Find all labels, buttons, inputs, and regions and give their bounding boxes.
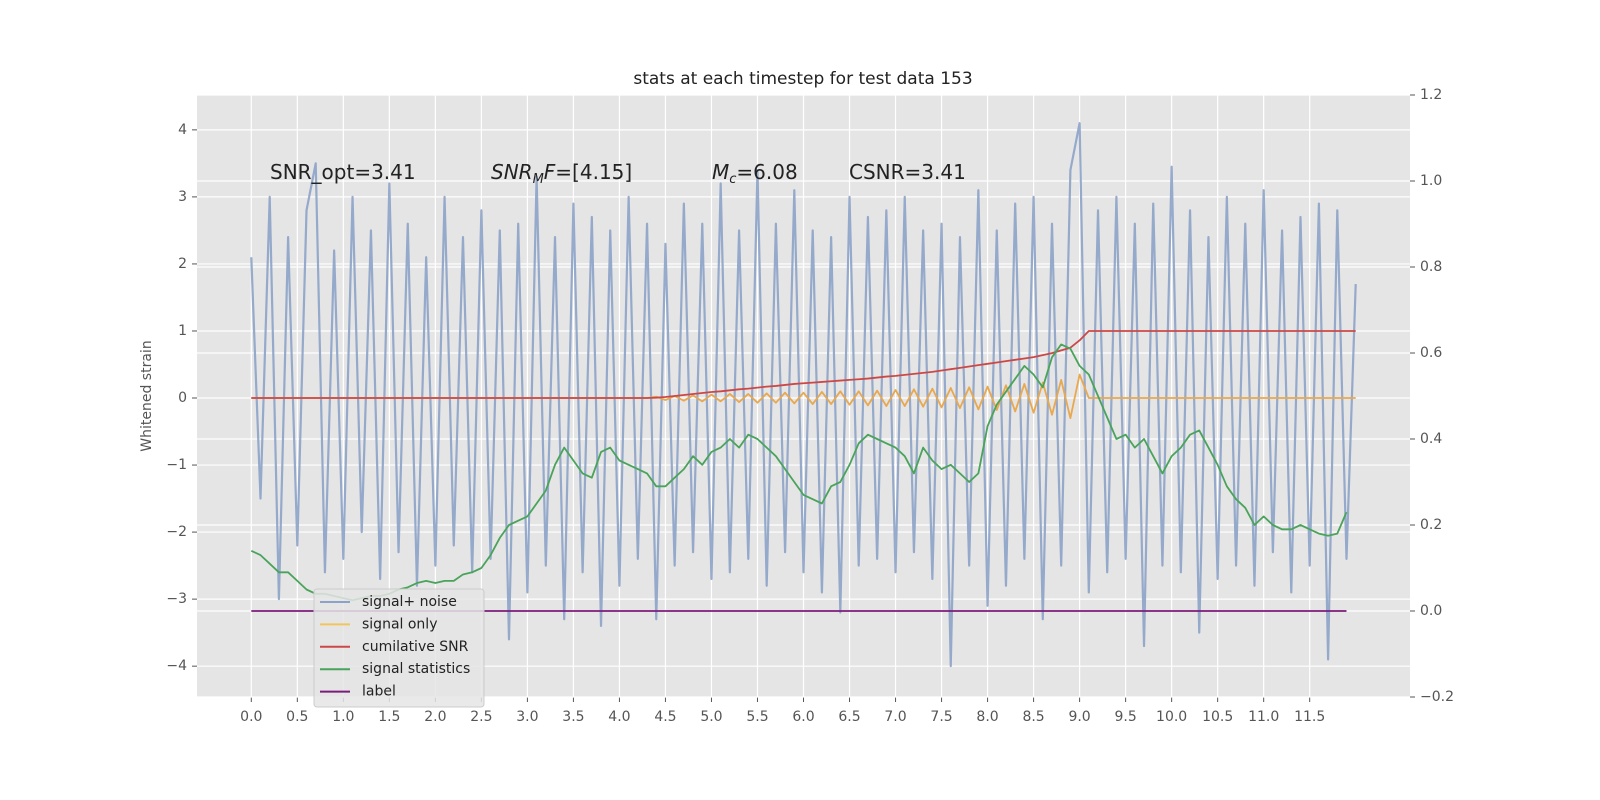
y-tick-label: 0 (178, 390, 187, 406)
y-tick-label: −2 (166, 524, 187, 540)
annotation-part: M (712, 160, 729, 184)
series-line (250, 122, 1357, 668)
annotation-part: =6.08 (736, 160, 797, 184)
x-tick-label: 9.5 (1114, 709, 1136, 725)
annotation-part: M (533, 172, 544, 187)
x-tick-label: 5.0 (700, 709, 722, 725)
x-tick-label: 6.5 (838, 709, 860, 725)
y-tick-label: −1 (166, 457, 187, 473)
annotation-part: CSNR=3.41 (849, 160, 966, 184)
y-tick-label: 1 (178, 323, 187, 339)
annotation: CSNR=3.41 (849, 160, 966, 184)
annotation-part: SNR (491, 160, 533, 184)
legend-label: signal statistics (362, 661, 470, 677)
annotation: SNR_opt=3.41 (270, 160, 416, 184)
legend-label: signal+ noise (362, 594, 457, 610)
x-tick-label: 5.5 (746, 709, 768, 725)
x-tick-label: 0.0 (240, 709, 262, 725)
legend-label: cumilative SNR (362, 639, 469, 655)
annotation: Mc=6.08 (712, 160, 798, 187)
x-tick-label: 4.5 (654, 709, 676, 725)
legend-label: signal only (362, 616, 437, 632)
annotation-part: SNR_opt=3.41 (270, 160, 416, 184)
x-tick-label: 4.0 (608, 709, 630, 725)
annotation-part: c (729, 172, 736, 187)
y-tick-label: 2 (178, 256, 187, 272)
x-tick-label: 2.0 (424, 709, 446, 725)
x-tick-label: 6.0 (792, 709, 814, 725)
y-tick-label: 3 (178, 189, 187, 205)
y-axis-label: Whitened strain (139, 340, 155, 451)
x-tick-label: 1.0 (332, 709, 354, 725)
x-tick-label: 8.0 (976, 709, 998, 725)
x-tick-label: 11.5 (1294, 709, 1325, 725)
y-tick-label: −3 (166, 591, 187, 607)
chart-title: stats at each timestep for test data 153 (633, 69, 972, 89)
y2-tick-label: 1.0 (1420, 173, 1442, 189)
y2-tick-label: 1.2 (1420, 87, 1442, 103)
x-tick-label: 2.5 (470, 709, 492, 725)
series-line (251, 330, 1356, 399)
x-tick-label: 10.5 (1202, 709, 1233, 725)
x-tick-label: 7.5 (930, 709, 952, 725)
x-tick-label: 7.0 (884, 709, 906, 725)
x-tick-label: 9.0 (1068, 709, 1090, 725)
x-tick-label: 8.5 (1022, 709, 1044, 725)
y2-tick-label: 0.8 (1420, 259, 1442, 275)
legend-label: label (362, 684, 396, 700)
annotation: SNRMF=[4.15] (491, 160, 632, 187)
annotation-part: =[4.15] (555, 160, 632, 184)
y-tick-label: 4 (178, 122, 187, 138)
y2-tick-label: 0.2 (1420, 517, 1442, 533)
annotation-part: F (544, 160, 556, 184)
y2-tick-label: 0.4 (1420, 431, 1442, 447)
x-tick-label: 3.5 (562, 709, 584, 725)
y2-tick-label: 0.6 (1420, 345, 1442, 361)
x-tick-label: 11.0 (1248, 709, 1279, 725)
series-line (250, 343, 1348, 602)
y2-tick-label: 0.0 (1420, 603, 1442, 619)
y-tick-label: −4 (166, 658, 187, 674)
x-tick-label: 1.5 (378, 709, 400, 725)
x-tick-label: 0.5 (286, 709, 308, 725)
y2-tick-label: −0.2 (1420, 689, 1454, 705)
x-tick-label: 3.0 (516, 709, 538, 725)
legend-box (313, 588, 485, 708)
x-tick-label: 10.0 (1156, 709, 1187, 725)
